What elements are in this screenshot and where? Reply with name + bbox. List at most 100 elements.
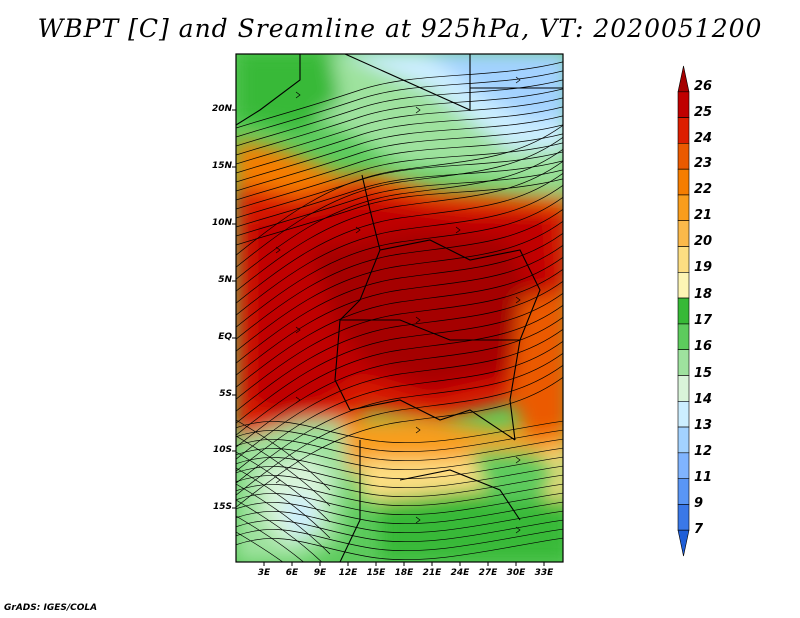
streamline (236, 515, 305, 562)
lon-label-30e: 30E (506, 568, 526, 578)
colorbar-swatch (677, 194, 690, 222)
chart-title: WBPT [C] and Sreamline at 925hPa, VT: 20… (37, 14, 763, 43)
colorbar-swatch (677, 426, 690, 454)
streamline (236, 133, 563, 201)
colorbar-swatch (677, 91, 690, 118)
streamline (236, 531, 284, 562)
streamline (236, 292, 563, 424)
country-borders (236, 54, 563, 562)
streamline-arrow (415, 516, 421, 524)
axis-ticks (232, 109, 545, 566)
streamline (236, 97, 563, 165)
streamline (236, 492, 563, 516)
colorbar-label-13: 13 (694, 418, 713, 433)
streamline-arrow (355, 226, 361, 234)
streamline-arrow (515, 456, 521, 464)
streamline-arrow (415, 316, 421, 324)
map-frame (235, 53, 564, 563)
colorbar-label-19: 19 (694, 260, 713, 275)
streamline (236, 438, 563, 462)
colorbar-swatch (677, 349, 690, 376)
streamline (236, 483, 563, 507)
lon-label-27e: 27E (478, 568, 498, 578)
lat-label-10n: 10N (211, 218, 232, 228)
streamline-arrow (295, 326, 301, 334)
lon-label-33e: 33E (534, 568, 554, 578)
streamline (236, 136, 563, 268)
lon-label-18e: 18E (394, 568, 414, 578)
streamline (236, 465, 563, 489)
lon-label-6e: 6E (285, 568, 299, 578)
colorbar-label-23: 23 (694, 156, 713, 171)
colorbar-swatch (677, 168, 690, 196)
colorbar-swatch (677, 504, 690, 531)
streamline (236, 151, 563, 219)
streamline (236, 115, 563, 183)
streamline (236, 196, 563, 328)
streamline (236, 483, 331, 555)
streamline-arrow (455, 226, 461, 234)
streamline (236, 340, 563, 472)
streamline (236, 124, 563, 256)
streamline (236, 364, 563, 496)
lat-label-eq: EQ (218, 332, 232, 342)
colorbar-swatch (677, 246, 690, 273)
streamline (236, 124, 563, 192)
lon-label-21e: 21E (422, 568, 442, 578)
streamline (236, 244, 563, 376)
streamline (236, 304, 563, 436)
streamline (236, 268, 563, 400)
streamline (236, 70, 563, 138)
lon-label-9e: 9E (313, 568, 327, 578)
streamline (236, 142, 563, 210)
streamline-arrow (515, 526, 521, 534)
colorbar-label-17: 17 (694, 313, 713, 328)
lat-label-20n: 20N (211, 104, 232, 114)
credit-text: GrADS: IGES/COLA (4, 603, 98, 613)
streamline (236, 419, 331, 491)
streamline (236, 184, 563, 316)
streamline (236, 208, 563, 340)
colorbar-label-22: 22 (694, 182, 713, 197)
streamline (236, 510, 563, 534)
streamline (236, 352, 563, 484)
streamline-arrow (515, 76, 521, 84)
colorbar-swatch (677, 478, 690, 505)
lat-label-5n: 5N (218, 275, 232, 285)
streamline (236, 451, 331, 523)
colorbar-label-24: 24 (694, 131, 713, 146)
streamline (236, 316, 563, 448)
colorbar-label-15: 15 (694, 366, 713, 381)
colorbar-label-18: 18 (694, 287, 713, 302)
colorbar-swatch (677, 117, 690, 144)
streamline (236, 178, 563, 246)
colorbar-swatch (677, 323, 690, 350)
streamline (236, 256, 563, 388)
lon-label-24e: 24E (450, 568, 470, 578)
streamline (236, 447, 563, 471)
streamline (236, 106, 563, 174)
streamline (236, 160, 563, 228)
colorbar-label-11: 11 (694, 470, 713, 485)
lat-label-5s: 5S (219, 389, 232, 399)
streamline-arrow (295, 396, 301, 404)
colorbar-label-25: 25 (694, 105, 713, 120)
colorbar-swatch (677, 143, 690, 170)
lat-label-15n: 15N (211, 161, 232, 171)
colorbar-label-9: 9 (694, 496, 704, 511)
streamlines (236, 61, 563, 562)
streamline (236, 232, 563, 364)
lat-label-10s: 10S (212, 445, 232, 455)
colorbar-swatch (677, 529, 690, 557)
colorbar-label-26: 26 (694, 79, 713, 94)
colorbar-swatch (677, 375, 690, 402)
colorbar-label-14: 14 (694, 392, 713, 407)
lon-label-12e: 12E (338, 568, 358, 578)
streamline (236, 88, 563, 156)
streamline (236, 435, 331, 507)
lon-label-3e: 3E (257, 568, 271, 578)
streamline (236, 169, 563, 237)
colorbar-label-21: 21 (694, 208, 713, 223)
